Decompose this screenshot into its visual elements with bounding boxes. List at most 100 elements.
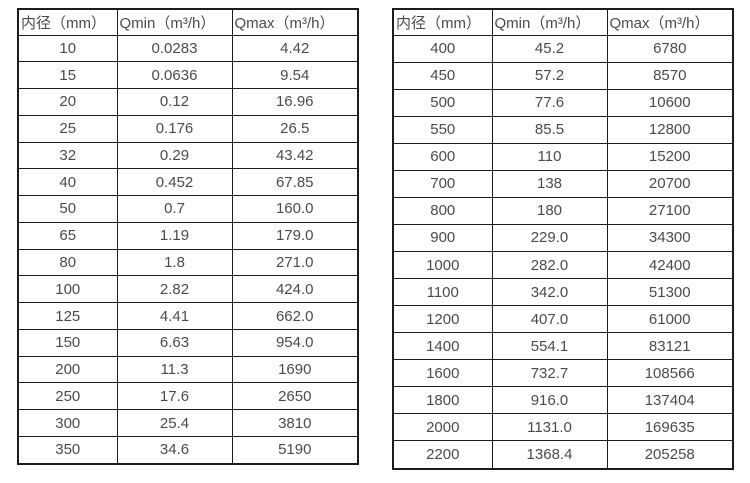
table-cell: 15200 xyxy=(606,142,734,171)
column-header-2: Qmax（m³/h） xyxy=(606,8,734,36)
table-row: 25 0.176 26.5 xyxy=(17,114,359,143)
table-cell: 0.12 xyxy=(116,88,233,116)
table-cell: 342.0 xyxy=(491,278,608,307)
table-cell: 160.0 xyxy=(231,195,359,223)
table-cell: 169635 xyxy=(606,413,734,442)
table-cell: 2200 xyxy=(392,440,493,470)
table-row: 300 25.4 3810 xyxy=(17,409,359,437)
table-cell: 1800 xyxy=(392,386,493,415)
table-cell: 450 xyxy=(392,61,493,90)
table-row: 20 0.12 16.96 xyxy=(17,88,359,116)
table-cell: 25 xyxy=(17,114,118,143)
table-cell: 137404 xyxy=(606,386,734,415)
table-cell: 20 xyxy=(17,88,118,116)
table-cell: 550 xyxy=(392,115,493,144)
table-cell: 179.0 xyxy=(231,221,359,250)
table-cell: 407.0 xyxy=(491,305,608,334)
table-cell: 4.41 xyxy=(116,302,233,330)
table-cell: 700 xyxy=(392,169,493,198)
table-row: 150 6.63 954.0 xyxy=(17,328,359,357)
table-cell: 20700 xyxy=(606,169,734,198)
large-diameter-flow-table: 内径（mm） Qmin（m³/h） Qmax（m³/h） 400 45.2 6780 45… xyxy=(392,8,734,470)
column-header-0: 内径（mm） xyxy=(17,8,118,36)
table-row: 1400 554.1 83121 xyxy=(392,332,734,361)
table-row: 400 45.2 6780 xyxy=(392,34,734,63)
table-row: 125 4.41 662.0 xyxy=(17,302,359,330)
table-cell: 27100 xyxy=(606,196,734,225)
table-cell: 0.452 xyxy=(116,168,233,197)
table-cell: 51300 xyxy=(606,278,734,307)
table-cell: 125 xyxy=(17,302,118,330)
table-row: 550 85.5 12800 xyxy=(392,115,734,144)
table-row: 65 1.19 179.0 xyxy=(17,221,359,250)
table-row: 450 57.2 8570 xyxy=(392,61,734,90)
table-row: 250 17.6 2650 xyxy=(17,382,359,411)
table-cell: 42400 xyxy=(606,250,734,280)
table-cell: 0.29 xyxy=(116,141,233,170)
table-cell: 8570 xyxy=(606,61,734,90)
table-row: 1100 342.0 51300 xyxy=(392,278,734,307)
table-cell: 43.42 xyxy=(231,141,359,170)
table-cell: 32 xyxy=(17,141,118,170)
table-cell: 6780 xyxy=(606,34,734,63)
column-header-1: Qmin（m³/h） xyxy=(491,8,608,36)
table-cell: 108566 xyxy=(606,359,734,388)
table-cell: 954.0 xyxy=(231,328,359,357)
table-cell: 40 xyxy=(17,168,118,197)
table-cell: 2.82 xyxy=(116,275,233,304)
table-cell: 662.0 xyxy=(231,302,359,330)
table-row: 700 138 20700 xyxy=(392,169,734,198)
table-cell: 5190 xyxy=(231,435,359,465)
table-cell: 0.7 xyxy=(116,195,233,223)
table-row: 600 110 15200 xyxy=(392,142,734,171)
table-cell: 12800 xyxy=(606,115,734,144)
table-cell: 11.3 xyxy=(116,355,233,384)
table-cell: 600 xyxy=(392,142,493,171)
table-cell: 250 xyxy=(17,382,118,411)
table-cell: 10 xyxy=(17,34,118,63)
table-cell: 138 xyxy=(491,169,608,198)
small-diameter-flow-table: 内径（mm） Qmin（m³/h） Qmax（m³/h） 10 0.0283 4.42 1… xyxy=(17,8,359,465)
table-cell: 0.0636 xyxy=(116,61,233,90)
table-cell: 271.0 xyxy=(231,248,359,277)
table-cell: 10600 xyxy=(606,88,734,117)
table-cell: 17.6 xyxy=(116,382,233,411)
table-cell: 26.5 xyxy=(231,114,359,143)
table-cell: 2000 xyxy=(392,413,493,442)
table-cell: 100 xyxy=(17,275,118,304)
table-cell: 1100 xyxy=(392,278,493,307)
table-cell: 6.63 xyxy=(116,328,233,357)
header-row: 内径（mm） Qmin（m³/h） Qmax（m³/h） xyxy=(17,8,359,36)
table-row: 800 180 27100 xyxy=(392,196,734,225)
table-row: 50 0.7 160.0 xyxy=(17,195,359,223)
table-cell: 77.6 xyxy=(491,88,608,117)
table-cell: 67.85 xyxy=(231,168,359,197)
table-row: 1200 407.0 61000 xyxy=(392,305,734,334)
table-row: 15 0.0636 9.54 xyxy=(17,61,359,90)
table-cell: 1131.0 xyxy=(491,413,608,442)
table-row: 32 0.29 43.42 xyxy=(17,141,359,170)
table-cell: 15 xyxy=(17,61,118,90)
table-cell: 200 xyxy=(17,355,118,384)
table-row: 900 229.0 34300 xyxy=(392,223,734,253)
table-cell: 400 xyxy=(392,34,493,63)
table-cell: 110 xyxy=(491,142,608,171)
table-cell: 350 xyxy=(17,435,118,465)
column-header-0: 内径（mm） xyxy=(392,8,493,36)
column-header-1: Qmin（m³/h） xyxy=(116,8,233,36)
table-row: 1000 282.0 42400 xyxy=(392,250,734,280)
table-row: 1600 732.7 108566 xyxy=(392,359,734,388)
table-cell: 57.2 xyxy=(491,61,608,90)
table-cell: 45.2 xyxy=(491,34,608,63)
table-row: 40 0.452 67.85 xyxy=(17,168,359,197)
table-cell: 83121 xyxy=(606,332,734,361)
table-cell: 1000 xyxy=(392,250,493,280)
column-header-2: Qmax（m³/h） xyxy=(231,8,359,36)
table-cell: 0.176 xyxy=(116,114,233,143)
table-cell: 3810 xyxy=(231,409,359,437)
table-cell: 1368.4 xyxy=(491,440,608,470)
table-cell: 1690 xyxy=(231,355,359,384)
table-row: 350 34.6 5190 xyxy=(17,435,359,465)
table-cell: 61000 xyxy=(606,305,734,334)
table-cell: 800 xyxy=(392,196,493,225)
